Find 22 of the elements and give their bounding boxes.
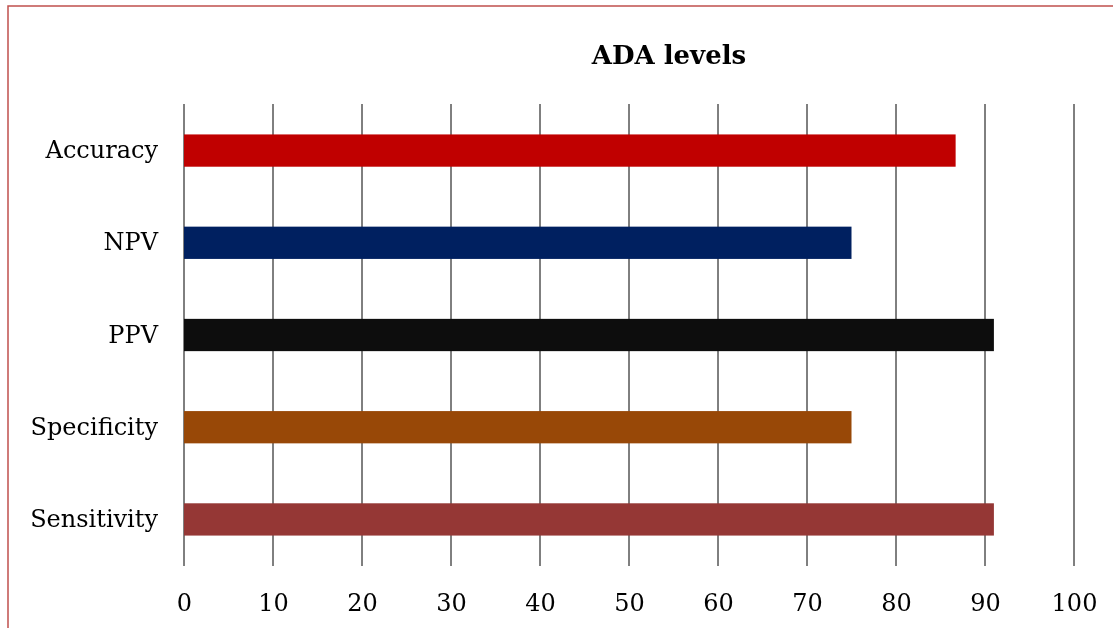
- x-tick-label: 60: [703, 589, 734, 618]
- bar: [184, 134, 956, 167]
- x-tick-label: 100: [1051, 589, 1098, 618]
- y-tick-label: NPV: [103, 228, 159, 257]
- bar: [184, 411, 852, 444]
- x-tick-label: 20: [347, 589, 378, 618]
- bar: [184, 226, 852, 259]
- x-tick-label: 90: [970, 589, 1001, 618]
- chart-title: ADA levels: [590, 40, 747, 70]
- x-tick-label: 80: [881, 589, 912, 618]
- x-tick-label: 0: [176, 589, 193, 618]
- x-tick-label: 30: [436, 589, 467, 618]
- x-tick-label: 40: [525, 589, 556, 618]
- y-tick-label: PPV: [108, 320, 159, 349]
- x-tick-label: 70: [792, 589, 823, 618]
- y-tick-label: Accuracy: [44, 136, 159, 165]
- x-tick-label: 50: [614, 589, 645, 618]
- bar: [184, 503, 994, 536]
- y-tick-label: Sensitivity: [30, 505, 159, 534]
- bar: [184, 318, 994, 352]
- x-tick-label: 10: [258, 589, 289, 618]
- y-tick-label: Specificity: [30, 412, 159, 441]
